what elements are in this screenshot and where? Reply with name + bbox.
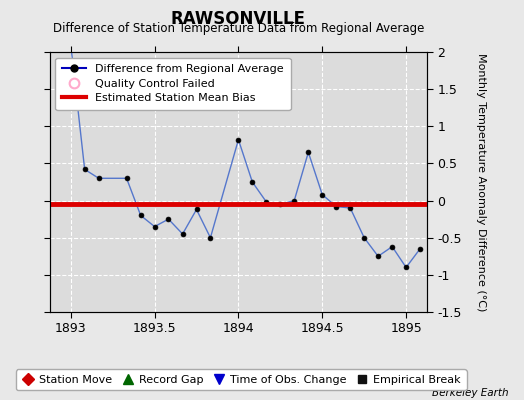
Text: RAWSONVILLE: RAWSONVILLE [171,10,306,28]
Text: Difference of Station Temperature Data from Regional Average: Difference of Station Temperature Data f… [53,22,424,35]
Legend: Difference from Regional Average, Quality Control Failed, Estimated Station Mean: Difference from Regional Average, Qualit… [56,58,291,110]
Text: Berkeley Earth: Berkeley Earth [432,388,508,398]
Legend: Station Move, Record Gap, Time of Obs. Change, Empirical Break: Station Move, Record Gap, Time of Obs. C… [16,369,467,390]
Y-axis label: Monthly Temperature Anomaly Difference (°C): Monthly Temperature Anomaly Difference (… [476,53,486,311]
